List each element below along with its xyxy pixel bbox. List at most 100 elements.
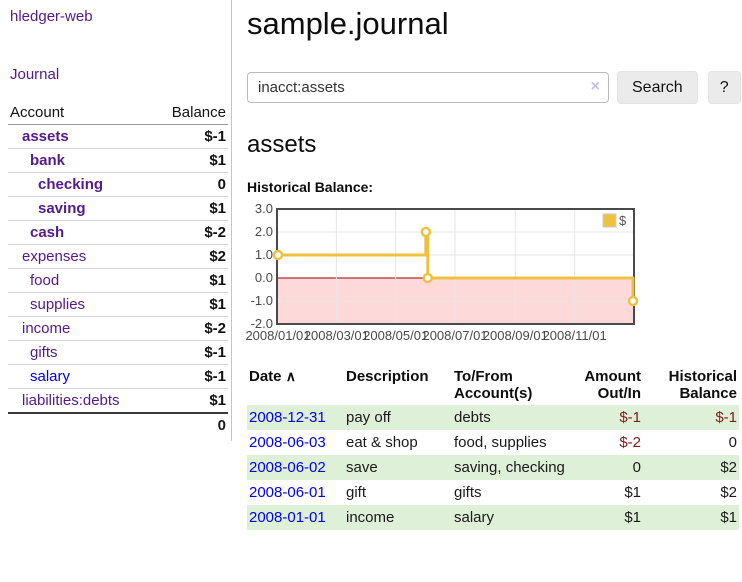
account-row: salary $-1	[8, 364, 228, 389]
transaction-date-cell: 2008-06-01	[247, 480, 344, 505]
account-balance: 0	[153, 172, 228, 197]
search-input[interactable]	[247, 72, 609, 103]
account-heading: assets	[247, 131, 317, 158]
transaction-date-link[interactable]: 2008-06-03	[249, 434, 326, 451]
transaction-date-link[interactable]: 2008-12-31	[249, 409, 326, 426]
account-link[interactable]: assets	[22, 128, 69, 145]
account-balance: $-1	[153, 340, 228, 365]
chart-title: Historical Balance:	[247, 179, 374, 195]
account-name-cell: food	[8, 268, 154, 293]
account-balance: $1	[153, 292, 228, 317]
transaction-date-cell: 2008-01-01	[247, 505, 344, 530]
page-title: sample.journal	[247, 6, 449, 41]
account-balance: $1	[153, 196, 228, 221]
chart-data-point	[420, 226, 432, 238]
account-name-cell: saving	[8, 196, 154, 221]
chart-x-tick-label: 2008/07/01	[422, 328, 487, 343]
transaction-balance: $2	[720, 459, 737, 476]
chart-x-tick-label: 2008/11/01	[543, 328, 607, 343]
transaction-date-link[interactable]: 2008-06-02	[249, 459, 326, 476]
transaction-row: 2008-06-01 gift gifts $1 $2	[247, 480, 739, 505]
account-row: cash $-2	[8, 220, 228, 245]
register-header-date[interactable]: Date ∧	[247, 365, 344, 405]
transaction-row: 2008-06-03 eat & shop food, supplies $-2 0	[247, 430, 739, 455]
accounts-table-body: assets $-1 bank $1 checking 0 saving $1 cash $-2 e…	[8, 125, 228, 437]
historical-balance-chart: $3.0 2.0 1.0 0.0 -1.0 -2.0 2008/01/01 2008/03/0…	[245, 201, 742, 345]
accounts-table: Account Balance assets $-1 bank $1 checking 0…	[8, 101, 228, 437]
transaction-amount: $-2	[619, 434, 641, 451]
chart-x-tick-label: 2008/05/01	[363, 328, 428, 343]
account-row: checking 0	[8, 172, 228, 197]
account-row: food $1	[8, 268, 228, 293]
account-link[interactable]: cash	[30, 224, 65, 241]
account-name-cell: cash	[8, 220, 154, 245]
chart-y-tick-label: -2.0	[251, 316, 273, 331]
balance-chart-svg: $3.0 2.0 1.0 0.0 -1.0 -2.02008/01/012008/03/0…	[245, 201, 639, 343]
transaction-amount: $1	[624, 509, 641, 526]
register-header-accounts: To/From Account(s)	[454, 368, 533, 402]
accounts-total-spacer	[8, 412, 154, 437]
account-name-cell: checking	[8, 172, 154, 197]
clear-search-icon[interactable]: ×	[590, 78, 600, 95]
account-balance: $-1	[204, 128, 226, 145]
sort-ascending-icon: ∧	[285, 368, 296, 384]
transaction-row: 2008-12-31 pay off debts $-1 $-1	[247, 405, 739, 430]
accounts-header-account: Account	[8, 101, 154, 125]
transaction-balance: $2	[720, 484, 737, 501]
chart-x-tick-label: 2008/03/01	[304, 328, 369, 343]
chart-y-tick-label: 3.0	[255, 201, 273, 216]
transaction-row: 2008-06-02 save saving, checking 0 $2	[247, 455, 739, 480]
transaction-row: 2008-01-01 income salary $1 $1	[247, 505, 739, 530]
transaction-date-link[interactable]: 2008-01-01	[249, 509, 326, 526]
transaction-date-cell: 2008-12-31	[247, 405, 344, 430]
transaction-accounts: gifts	[454, 484, 482, 501]
transaction-accounts: salary	[454, 509, 495, 526]
chart-legend-swatch	[602, 213, 617, 228]
account-name-cell: assets	[8, 125, 153, 149]
account-link[interactable]: saving	[38, 200, 86, 217]
help-button[interactable]: ?	[707, 71, 741, 104]
chart-y-tick-label: -1.0	[251, 293, 273, 308]
nav-journal-link[interactable]: Journal	[10, 66, 60, 83]
account-name-cell: gifts	[8, 340, 154, 365]
chart-y-tick-label: 2.0	[255, 224, 273, 239]
account-link[interactable]: food	[30, 272, 60, 289]
account-name-cell: bank	[8, 148, 154, 173]
transaction-description: pay off	[346, 409, 391, 426]
chart-data-point	[422, 272, 434, 284]
sidebar: hledger-web Journal Account Balance asse…	[0, 0, 232, 441]
transaction-description: gift	[346, 484, 367, 501]
account-balance: $-2	[153, 316, 228, 341]
search-button[interactable]: Search	[617, 71, 698, 104]
account-link[interactable]: bank	[30, 152, 66, 169]
transaction-date-cell: 2008-06-03	[247, 430, 344, 455]
transaction-description: save	[346, 459, 378, 476]
account-name-cell: salary	[8, 364, 154, 389]
account-link[interactable]: checking	[38, 176, 104, 193]
account-link[interactable]: supplies	[30, 296, 86, 313]
app-brand-link[interactable]: hledger-web	[10, 8, 93, 25]
chart-data-point	[272, 249, 284, 261]
account-link[interactable]: salary	[30, 368, 71, 385]
register-header-description: Description	[346, 368, 429, 385]
account-link[interactable]: liabilities:debts	[22, 392, 120, 409]
transaction-balance: 0	[728, 434, 737, 451]
transaction-balance: $-1	[715, 409, 737, 426]
accounts-total-row: 0	[8, 412, 228, 437]
account-link[interactable]: expenses	[22, 248, 87, 265]
transaction-accounts: debts	[454, 409, 491, 426]
transaction-accounts: saving, checking	[454, 459, 565, 476]
main-content: sample.journal × Search ? assets Histori…	[233, 0, 742, 530]
register-header-row: Date ∧ Description To/From Account(s) Am…	[247, 365, 739, 405]
account-link[interactable]: gifts	[30, 344, 58, 361]
search-form: × Search ?	[247, 71, 742, 104]
account-link[interactable]: income	[22, 320, 71, 337]
account-name-cell: expenses	[8, 244, 154, 269]
account-row: assets $-1	[8, 125, 228, 149]
accounts-header-balance: Balance	[153, 101, 228, 125]
account-balance: $-1	[153, 364, 228, 389]
account-row: supplies $1	[8, 292, 228, 317]
transaction-date-link[interactable]: 2008-06-01	[249, 484, 326, 501]
transaction-amount: 0	[632, 459, 641, 476]
transaction-description: eat & shop	[346, 434, 418, 451]
